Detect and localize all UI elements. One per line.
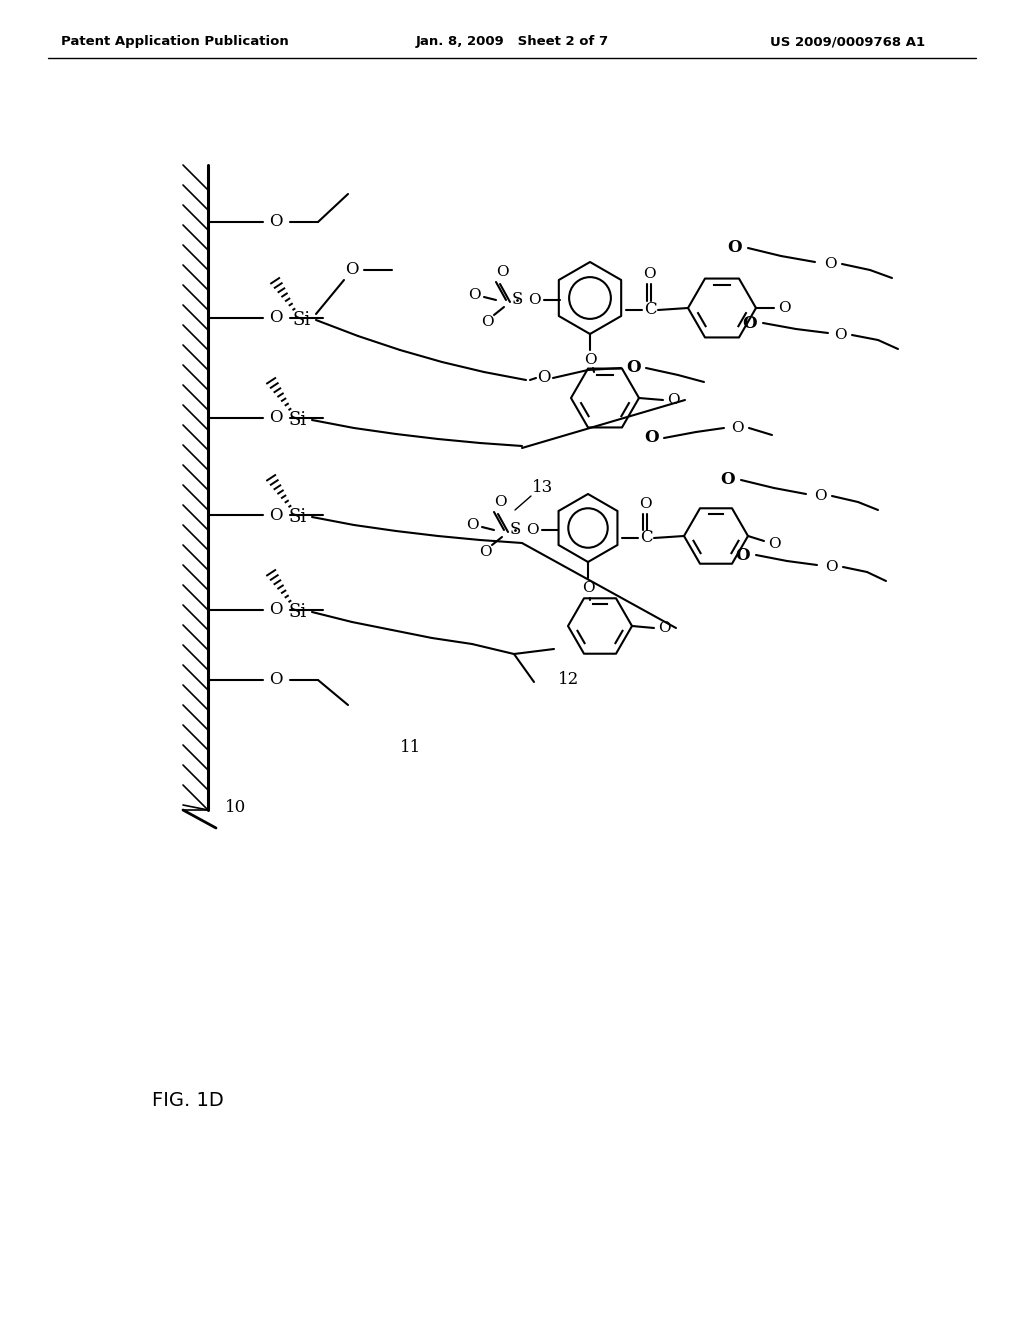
Text: O: O (627, 359, 641, 375)
Text: O: O (269, 409, 283, 426)
Text: O: O (538, 370, 551, 387)
Text: O: O (468, 288, 480, 302)
Text: O: O (643, 267, 655, 281)
Text: O: O (731, 421, 743, 436)
Text: O: O (823, 257, 837, 271)
Text: O: O (345, 261, 358, 279)
Text: O: O (667, 393, 679, 407)
Text: O: O (269, 672, 283, 689)
Text: O: O (269, 602, 283, 619)
Text: Si: Si (289, 411, 307, 429)
Text: O: O (768, 537, 780, 550)
Text: O: O (639, 498, 651, 511)
Text: O: O (480, 315, 494, 329)
Text: O: O (269, 309, 283, 326)
Text: O: O (735, 546, 751, 564)
Text: O: O (525, 523, 539, 537)
Text: O: O (728, 239, 742, 256)
Text: O: O (777, 301, 791, 315)
Text: O: O (582, 581, 594, 595)
Text: O: O (527, 293, 541, 308)
Text: Si: Si (289, 508, 307, 525)
Text: US 2009/0009768 A1: US 2009/0009768 A1 (770, 36, 926, 49)
Text: Patent Application Publication: Patent Application Publication (61, 36, 289, 49)
Text: 11: 11 (400, 739, 421, 756)
Text: Si: Si (289, 603, 307, 620)
Text: 12: 12 (558, 672, 580, 689)
Text: O: O (721, 471, 735, 488)
Text: O: O (742, 314, 758, 331)
Text: Si: Si (293, 312, 311, 329)
Text: FIG. 1D: FIG. 1D (152, 1090, 224, 1110)
Text: O: O (494, 495, 506, 510)
Text: C: C (644, 301, 656, 318)
Text: O: O (269, 507, 283, 524)
Text: Jan. 8, 2009   Sheet 2 of 7: Jan. 8, 2009 Sheet 2 of 7 (416, 36, 608, 49)
Text: 10: 10 (225, 800, 246, 817)
Text: O: O (466, 517, 478, 532)
Text: S: S (511, 292, 522, 309)
Text: O: O (824, 560, 838, 574)
Text: O: O (657, 620, 671, 635)
Text: O: O (645, 429, 659, 446)
Text: S: S (509, 521, 520, 539)
Text: C: C (640, 529, 652, 546)
Text: 13: 13 (532, 479, 553, 496)
Text: O: O (478, 545, 492, 558)
Text: O: O (814, 488, 826, 503)
Text: O: O (269, 214, 283, 231)
Text: O: O (496, 265, 508, 279)
Text: O: O (584, 352, 596, 367)
Text: O: O (834, 327, 846, 342)
